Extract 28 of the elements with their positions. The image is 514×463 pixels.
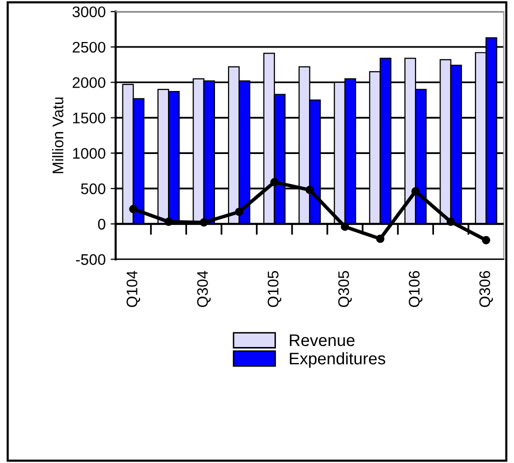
y-axis-title: Million Vatu bbox=[52, 98, 64, 174]
point bbox=[376, 234, 384, 243]
legend-label: Expenditures bbox=[290, 352, 386, 368]
point bbox=[306, 186, 314, 194]
y-tick-label: 3000 bbox=[72, 6, 106, 18]
y-tick-label: 0 bbox=[98, 218, 106, 230]
point bbox=[482, 236, 490, 244]
y-tick-label: 2500 bbox=[72, 42, 106, 53]
y-tick-label: -500 bbox=[76, 254, 106, 265]
x-tick-label: Q106 bbox=[408, 271, 422, 308]
y-tick-label: 500 bbox=[81, 183, 106, 194]
point bbox=[164, 218, 173, 226]
x-tick-label: Q105 bbox=[268, 271, 282, 308]
point bbox=[200, 218, 208, 227]
point bbox=[234, 208, 244, 216]
legend-label: Revenue bbox=[290, 334, 355, 346]
point bbox=[270, 178, 279, 186]
x-tick-label: Q304 bbox=[197, 270, 211, 308]
y-tick-label: 2000 bbox=[72, 77, 106, 88]
y-tick-label: 1000 bbox=[73, 148, 106, 159]
point bbox=[446, 218, 455, 226]
point bbox=[129, 204, 138, 214]
point bbox=[411, 187, 420, 196]
x-tick-label: Q104 bbox=[126, 270, 140, 308]
x-tick-label: Q305 bbox=[338, 271, 352, 308]
x-tick-label: Q306 bbox=[479, 271, 493, 308]
point bbox=[340, 222, 350, 231]
y-tick-label: 1500 bbox=[73, 112, 106, 124]
